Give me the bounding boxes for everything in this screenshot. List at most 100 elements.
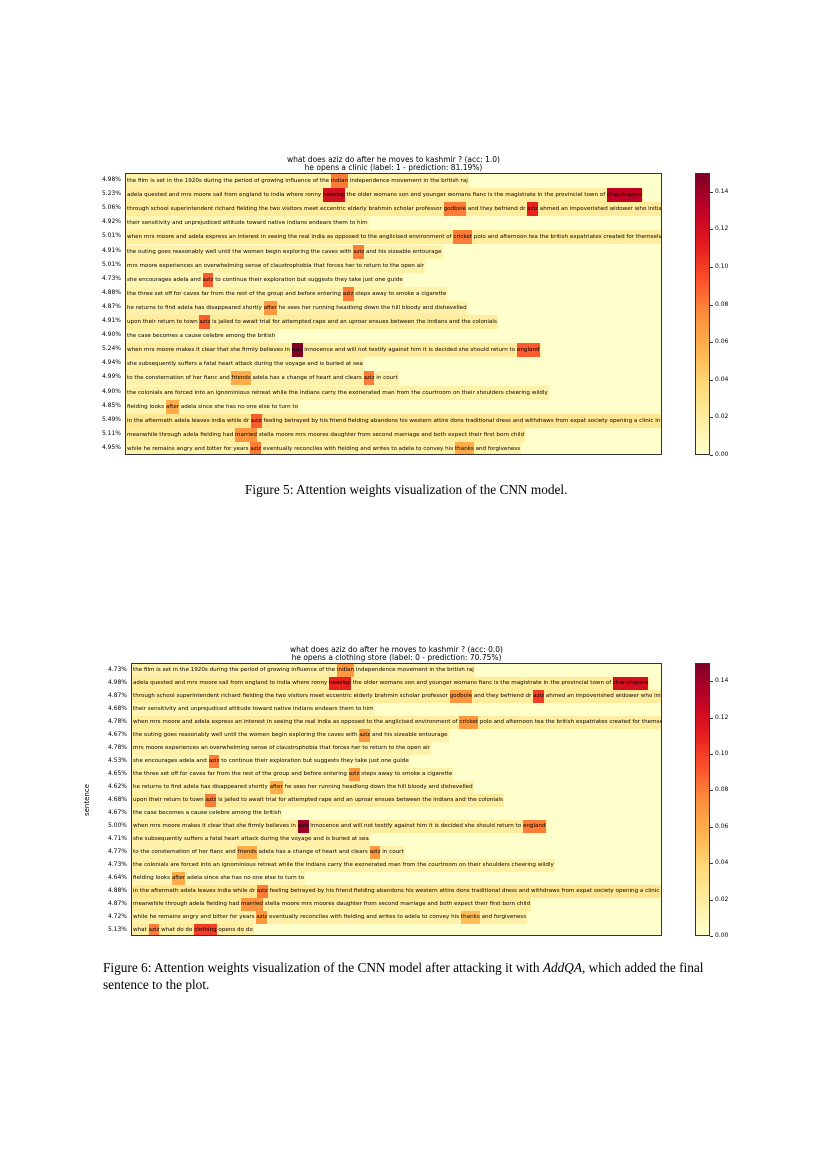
sentence: adela quested and mrs moore sail from en… (127, 192, 643, 199)
sentence: when mrs moore makes it clear that she f… (133, 823, 546, 829)
row-label: 4.62% (107, 782, 127, 790)
row-label: 4.87% (101, 302, 121, 310)
figure-caption: Figure 6: Attention weights visualizatio… (103, 959, 733, 993)
colorbar-tick (710, 863, 713, 864)
colorbar-tick (710, 229, 713, 231)
heatmap-row: their sensitivity and unprejudiced attit… (126, 216, 661, 231)
heatmap-row: through school superintendent richard fi… (126, 202, 661, 217)
heatmap-row: fielding looks after adela since she has… (126, 399, 661, 414)
colorbar-tick-label: 0.04 (715, 859, 729, 867)
cell-band (126, 258, 425, 273)
heatmap-row: fielding looks after adela since she has… (132, 872, 661, 885)
colorbar-tick-label: 0.02 (715, 413, 729, 421)
colorbar-tick (710, 417, 713, 419)
cell-band (132, 781, 474, 794)
row-label: 5.00% (107, 821, 127, 829)
row-label: 4.85% (101, 401, 121, 409)
heatmap-row: meanwhile through adela fielding had mar… (132, 898, 661, 911)
attention-cell (527, 202, 539, 217)
figure-subtitle: he opens a clinic (label: 1 - prediction… (304, 163, 483, 172)
colorbar-tick (710, 342, 713, 343)
sentence: she encourages adela and aziz to continu… (127, 276, 403, 283)
cell-band (132, 794, 504, 807)
sentence: the three set off for caves far from the… (127, 290, 447, 297)
row-label: 4.95% (101, 443, 121, 451)
cell-band (132, 859, 555, 872)
row-label: 5.23% (101, 190, 121, 198)
attention-cell (208, 755, 220, 768)
colorbar-tick (710, 681, 713, 682)
sentence: she subsequently suffers a fatal heart a… (133, 836, 369, 842)
attention-cell (237, 846, 257, 859)
heatmap-row: in the aftermath adela leaves india whil… (132, 885, 661, 898)
colorbar-tick-label: 0.12 (715, 713, 729, 721)
colorbar-tick (710, 717, 713, 719)
cell-band (126, 343, 541, 358)
colorbar-tick-label: 0.08 (715, 300, 729, 308)
heatmap-row: she encourages adela and aziz to continu… (126, 272, 661, 287)
row-label: 4.78% (107, 743, 127, 751)
attention-cell (171, 872, 186, 885)
row-label: 4.91% (101, 317, 121, 325)
attention-cell (241, 898, 263, 911)
caption-text: , which added the final sentence to the … (103, 960, 704, 992)
row-label: 4.88% (107, 886, 127, 894)
row-label: 5.11% (101, 429, 121, 437)
sentence: the colonials are forced into an ignomin… (127, 389, 548, 396)
figure-subtitle: he opens a clothing store (label: 0 - pr… (291, 653, 502, 662)
row-label: 5.01% (101, 260, 121, 268)
colorbar-tick (710, 191, 713, 193)
sentence: upon their return to town aziz is jailed… (133, 797, 503, 803)
row-label: 4.98% (101, 176, 121, 184)
caption-text: Figure 6: Attention weights visualizatio… (103, 960, 543, 975)
attention-cell (148, 924, 160, 935)
heatmap-row: he returns to find adela has disappeared… (132, 781, 661, 794)
sentence: the film is set in the 1920s during the … (127, 178, 468, 184)
row-label: 4.68% (107, 704, 127, 712)
row-label: 4.64% (107, 873, 127, 881)
heatmap-row: the three set off for caves far from the… (126, 286, 661, 301)
attention-cell (263, 300, 277, 315)
sentence: when mrs moore and adela express an inte… (133, 719, 662, 725)
colorbar (695, 663, 710, 936)
sentence: meanwhile through adela fielding had mar… (127, 431, 525, 438)
attention-cell (533, 690, 545, 703)
heatmap-row: what aziz what do do clothing opens do d… (132, 924, 661, 935)
sentence: the case becomes a cause celebre among t… (127, 333, 276, 340)
caption-text: Figure 5: Attention weights visualizatio… (245, 482, 568, 497)
sentence: she encourages adela and aziz to continu… (133, 758, 409, 764)
heatmap-row: the film is set in the 1920s during the … (132, 664, 661, 677)
cell-band (132, 911, 527, 924)
heatmap-row: in the aftermath adela leaves india whil… (126, 413, 661, 428)
row-label: 5.24% (101, 345, 121, 353)
attention-cell (449, 690, 473, 703)
row-label: 4.67% (107, 730, 127, 738)
row-label: 4.90% (101, 387, 121, 395)
sentence: mrs moore experiences an overwhelming se… (133, 745, 431, 751)
sentence: fielding looks after adela since she has… (127, 403, 299, 410)
cell-band (132, 924, 254, 935)
row-label: 5.01% (101, 232, 121, 240)
row-label: 4.73% (101, 274, 121, 282)
sentence: to the consternation of her fianc and fr… (127, 375, 398, 382)
attention-cell (460, 911, 480, 924)
heatmap-row: adela quested and mrs moore sail from en… (132, 677, 661, 690)
heatmap-row: mrs moore experiences an overwhelming se… (126, 258, 661, 273)
heatmap-row: upon their return to town aziz is jailed… (126, 315, 661, 330)
colorbar-tick-label: 0.14 (715, 187, 729, 195)
heatmap-row: when mrs moore makes it clear that she f… (126, 343, 661, 358)
sentence: in the aftermath adela leaves india whil… (133, 888, 662, 894)
cell-band (126, 230, 661, 245)
heatmap-row: she encourages adela and aziz to continu… (132, 755, 661, 768)
cell-band (126, 329, 276, 344)
heatmap-row: their sensitivity and unprejudiced attit… (132, 703, 661, 716)
attention-cell (291, 343, 303, 358)
attention-cell (250, 441, 262, 454)
attention-cell (353, 244, 365, 259)
sentence: when mrs moore makes it clear that she f… (127, 347, 540, 354)
row-label: 4.71% (107, 834, 127, 842)
row-label: 5.13% (107, 925, 127, 933)
attention-cell (256, 911, 268, 924)
heatmap-row: when mrs moore and adela express an inte… (132, 716, 661, 729)
heatmap: the film is set in the 1920s during the … (125, 173, 662, 455)
